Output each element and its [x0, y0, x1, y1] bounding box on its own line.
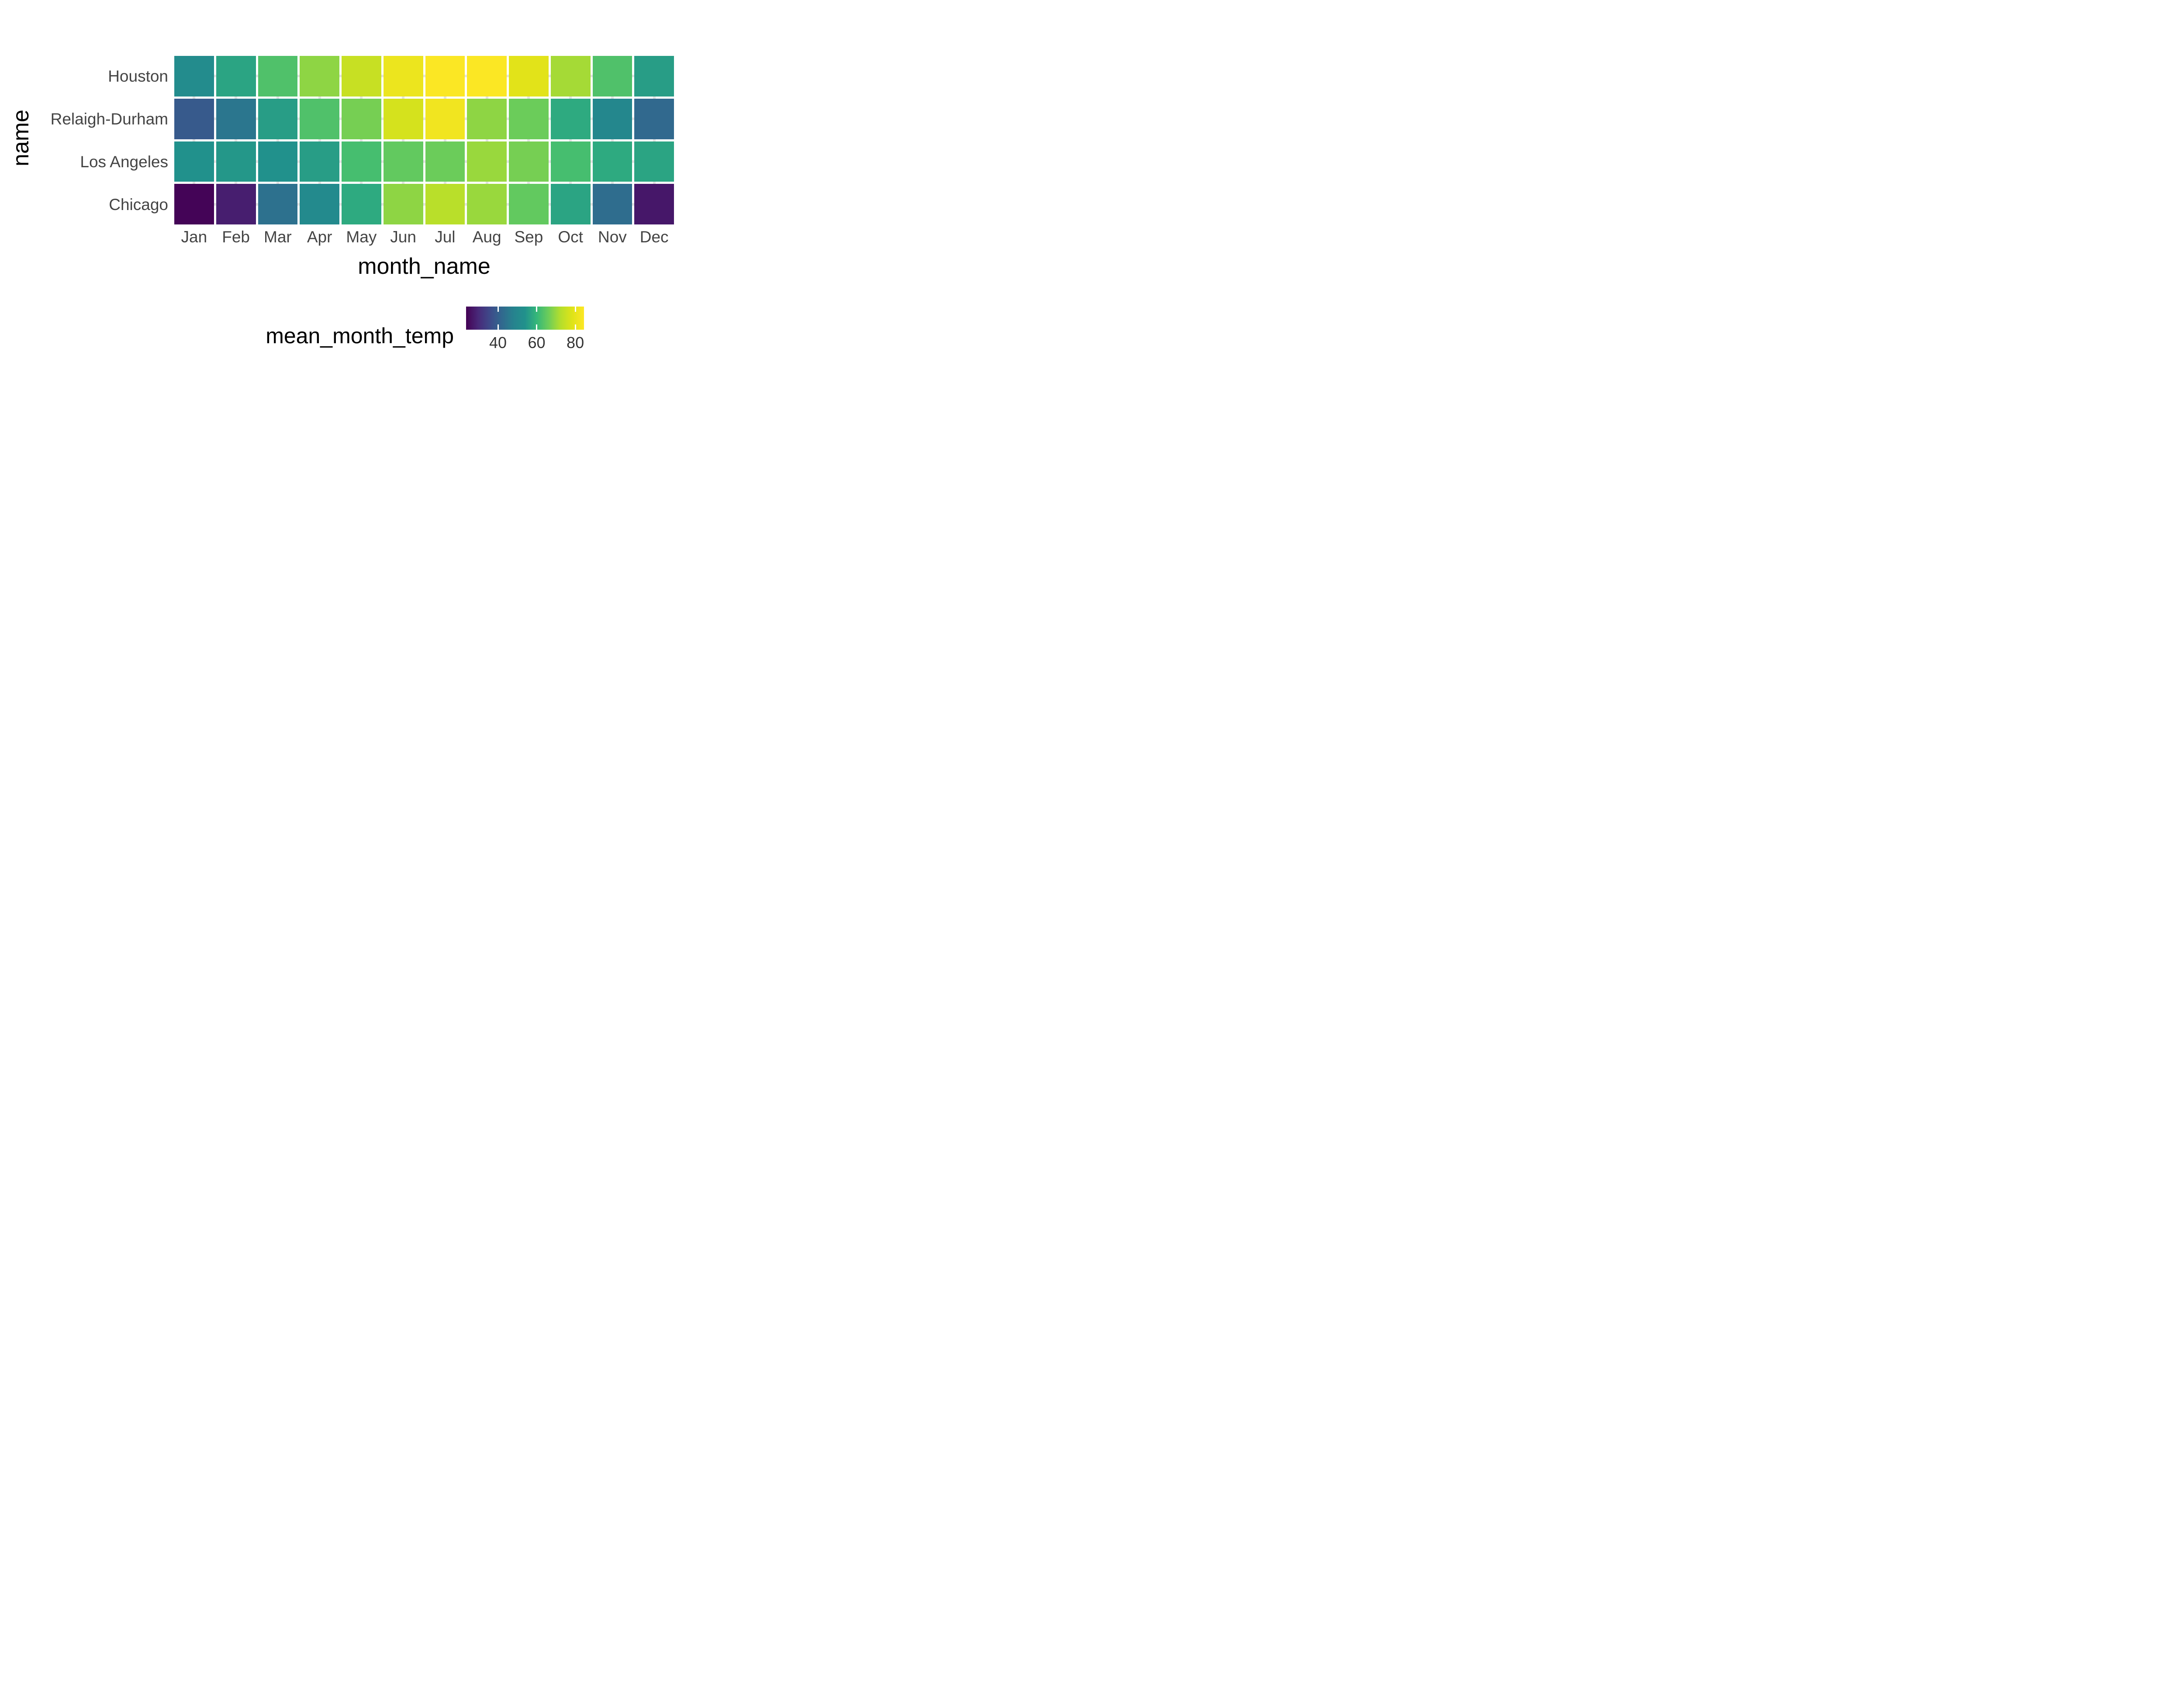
x-axis-label: Sep	[514, 228, 543, 246]
heatmap-tile	[342, 141, 381, 182]
heatmap-tile	[258, 98, 298, 139]
heatmap-tile	[592, 56, 632, 97]
x-axis-label: Jul	[435, 228, 456, 246]
heatmap-tile	[550, 184, 591, 224]
gridline-vertical	[235, 56, 238, 224]
heatmap-tile	[550, 98, 591, 139]
colorbar-tick-label: 80	[567, 334, 584, 352]
y-axis-title: name	[8, 109, 34, 167]
panel-gridlines	[174, 56, 674, 224]
colorbar-tick	[497, 307, 499, 312]
heatmap-tile	[383, 141, 423, 182]
heatmap-tile	[634, 141, 674, 182]
heatmap-tile	[425, 141, 465, 182]
heatmap-tile	[509, 141, 549, 182]
gridline-vertical	[527, 56, 530, 224]
legend-title: mean_month_temp	[266, 324, 454, 348]
heatmap-tile	[383, 56, 423, 97]
heatmap-tile	[216, 98, 256, 139]
heatmap-tile	[550, 141, 591, 182]
heatmap-tile	[425, 56, 465, 97]
heatmap-tile	[467, 56, 507, 97]
heatmap-tile	[425, 98, 465, 139]
x-axis-label: Dec	[639, 228, 669, 246]
x-axis-label: May	[346, 228, 377, 246]
heatmap-tile	[300, 141, 339, 182]
x-axis-label: Aug	[472, 228, 501, 246]
colorbar-tick-label: 60	[528, 334, 546, 352]
y-axis-label: Chicago	[109, 195, 168, 214]
heatmap-tile	[509, 98, 549, 139]
heatmap-tile	[550, 56, 591, 97]
heatmap-panel	[174, 56, 674, 224]
gridline-vertical	[193, 56, 196, 224]
heatmap-tile	[342, 184, 381, 224]
gridline-vertical	[443, 56, 446, 224]
x-axis-label: Apr	[307, 228, 332, 246]
heatmap-tile	[342, 98, 381, 139]
x-axis-label: Jan	[181, 228, 207, 246]
heatmap-tile	[634, 56, 674, 97]
heatmap-tile	[216, 56, 256, 97]
heatmap-tile	[425, 184, 465, 224]
gridline-vertical	[402, 56, 405, 224]
heatmap-tile	[300, 98, 339, 139]
gridline-vertical	[653, 56, 656, 224]
gridline-vertical	[485, 56, 488, 224]
heatmap-tile	[174, 98, 214, 139]
colorbar-tick	[574, 307, 576, 312]
heatmap-tile	[174, 56, 214, 97]
gridline-horizontal	[174, 203, 674, 206]
heatmap-tile	[174, 184, 214, 224]
heatmap-tile	[467, 98, 507, 139]
colorbar-tick	[574, 324, 576, 330]
heatmap-tile	[509, 184, 549, 224]
gridline-horizontal	[174, 160, 674, 163]
colorbar-tick	[536, 307, 538, 312]
heatmap-tile	[216, 184, 256, 224]
x-axis-label: Jun	[390, 228, 416, 246]
y-axis-label: Houston	[108, 67, 168, 86]
colorbar-gradient	[466, 307, 584, 330]
x-axis-label: Mar	[264, 228, 292, 246]
gridline-vertical	[611, 56, 614, 224]
gridline-horizontal	[174, 117, 674, 121]
heatmap-tile	[592, 184, 632, 224]
heatmap-figure: name Houston Relaigh-Durham Los Angeles Chi…	[0, 0, 688, 425]
colorbar-tick-label: 40	[489, 334, 507, 352]
heatmap-tile	[634, 98, 674, 139]
heatmap-tile	[467, 184, 507, 224]
heatmap-tile	[300, 184, 339, 224]
heatmap-tile	[592, 98, 632, 139]
x-axis-label: Oct	[558, 228, 583, 246]
heatmap-tile	[383, 98, 423, 139]
heatmap-tiles	[174, 56, 674, 224]
x-axis-label: Feb	[222, 228, 250, 246]
heatmap-tile	[634, 184, 674, 224]
gridline-vertical	[318, 56, 321, 224]
heatmap-tile	[174, 141, 214, 182]
heatmap-tile	[258, 56, 298, 97]
heatmap-tile	[216, 141, 256, 182]
heatmap-tile	[300, 56, 339, 97]
heatmap-tile	[383, 184, 423, 224]
y-axis-label: Los Angeles	[80, 152, 168, 171]
heatmap-tile	[258, 184, 298, 224]
heatmap-tile	[592, 141, 632, 182]
gridline-horizontal	[174, 75, 674, 78]
heatmap-tile	[467, 141, 507, 182]
gridline-vertical	[569, 56, 572, 224]
colorbar-tick	[497, 324, 499, 330]
y-axis-label: Relaigh-Durham	[50, 110, 168, 128]
gridline-vertical	[276, 56, 279, 224]
x-axis-label: Nov	[598, 228, 627, 246]
heatmap-tile	[258, 141, 298, 182]
gridline-vertical	[360, 56, 363, 224]
colorbar-tick	[536, 324, 538, 330]
heatmap-tile	[509, 56, 549, 97]
heatmap-tile	[342, 56, 381, 97]
x-axis-title: month_name	[358, 254, 491, 279]
